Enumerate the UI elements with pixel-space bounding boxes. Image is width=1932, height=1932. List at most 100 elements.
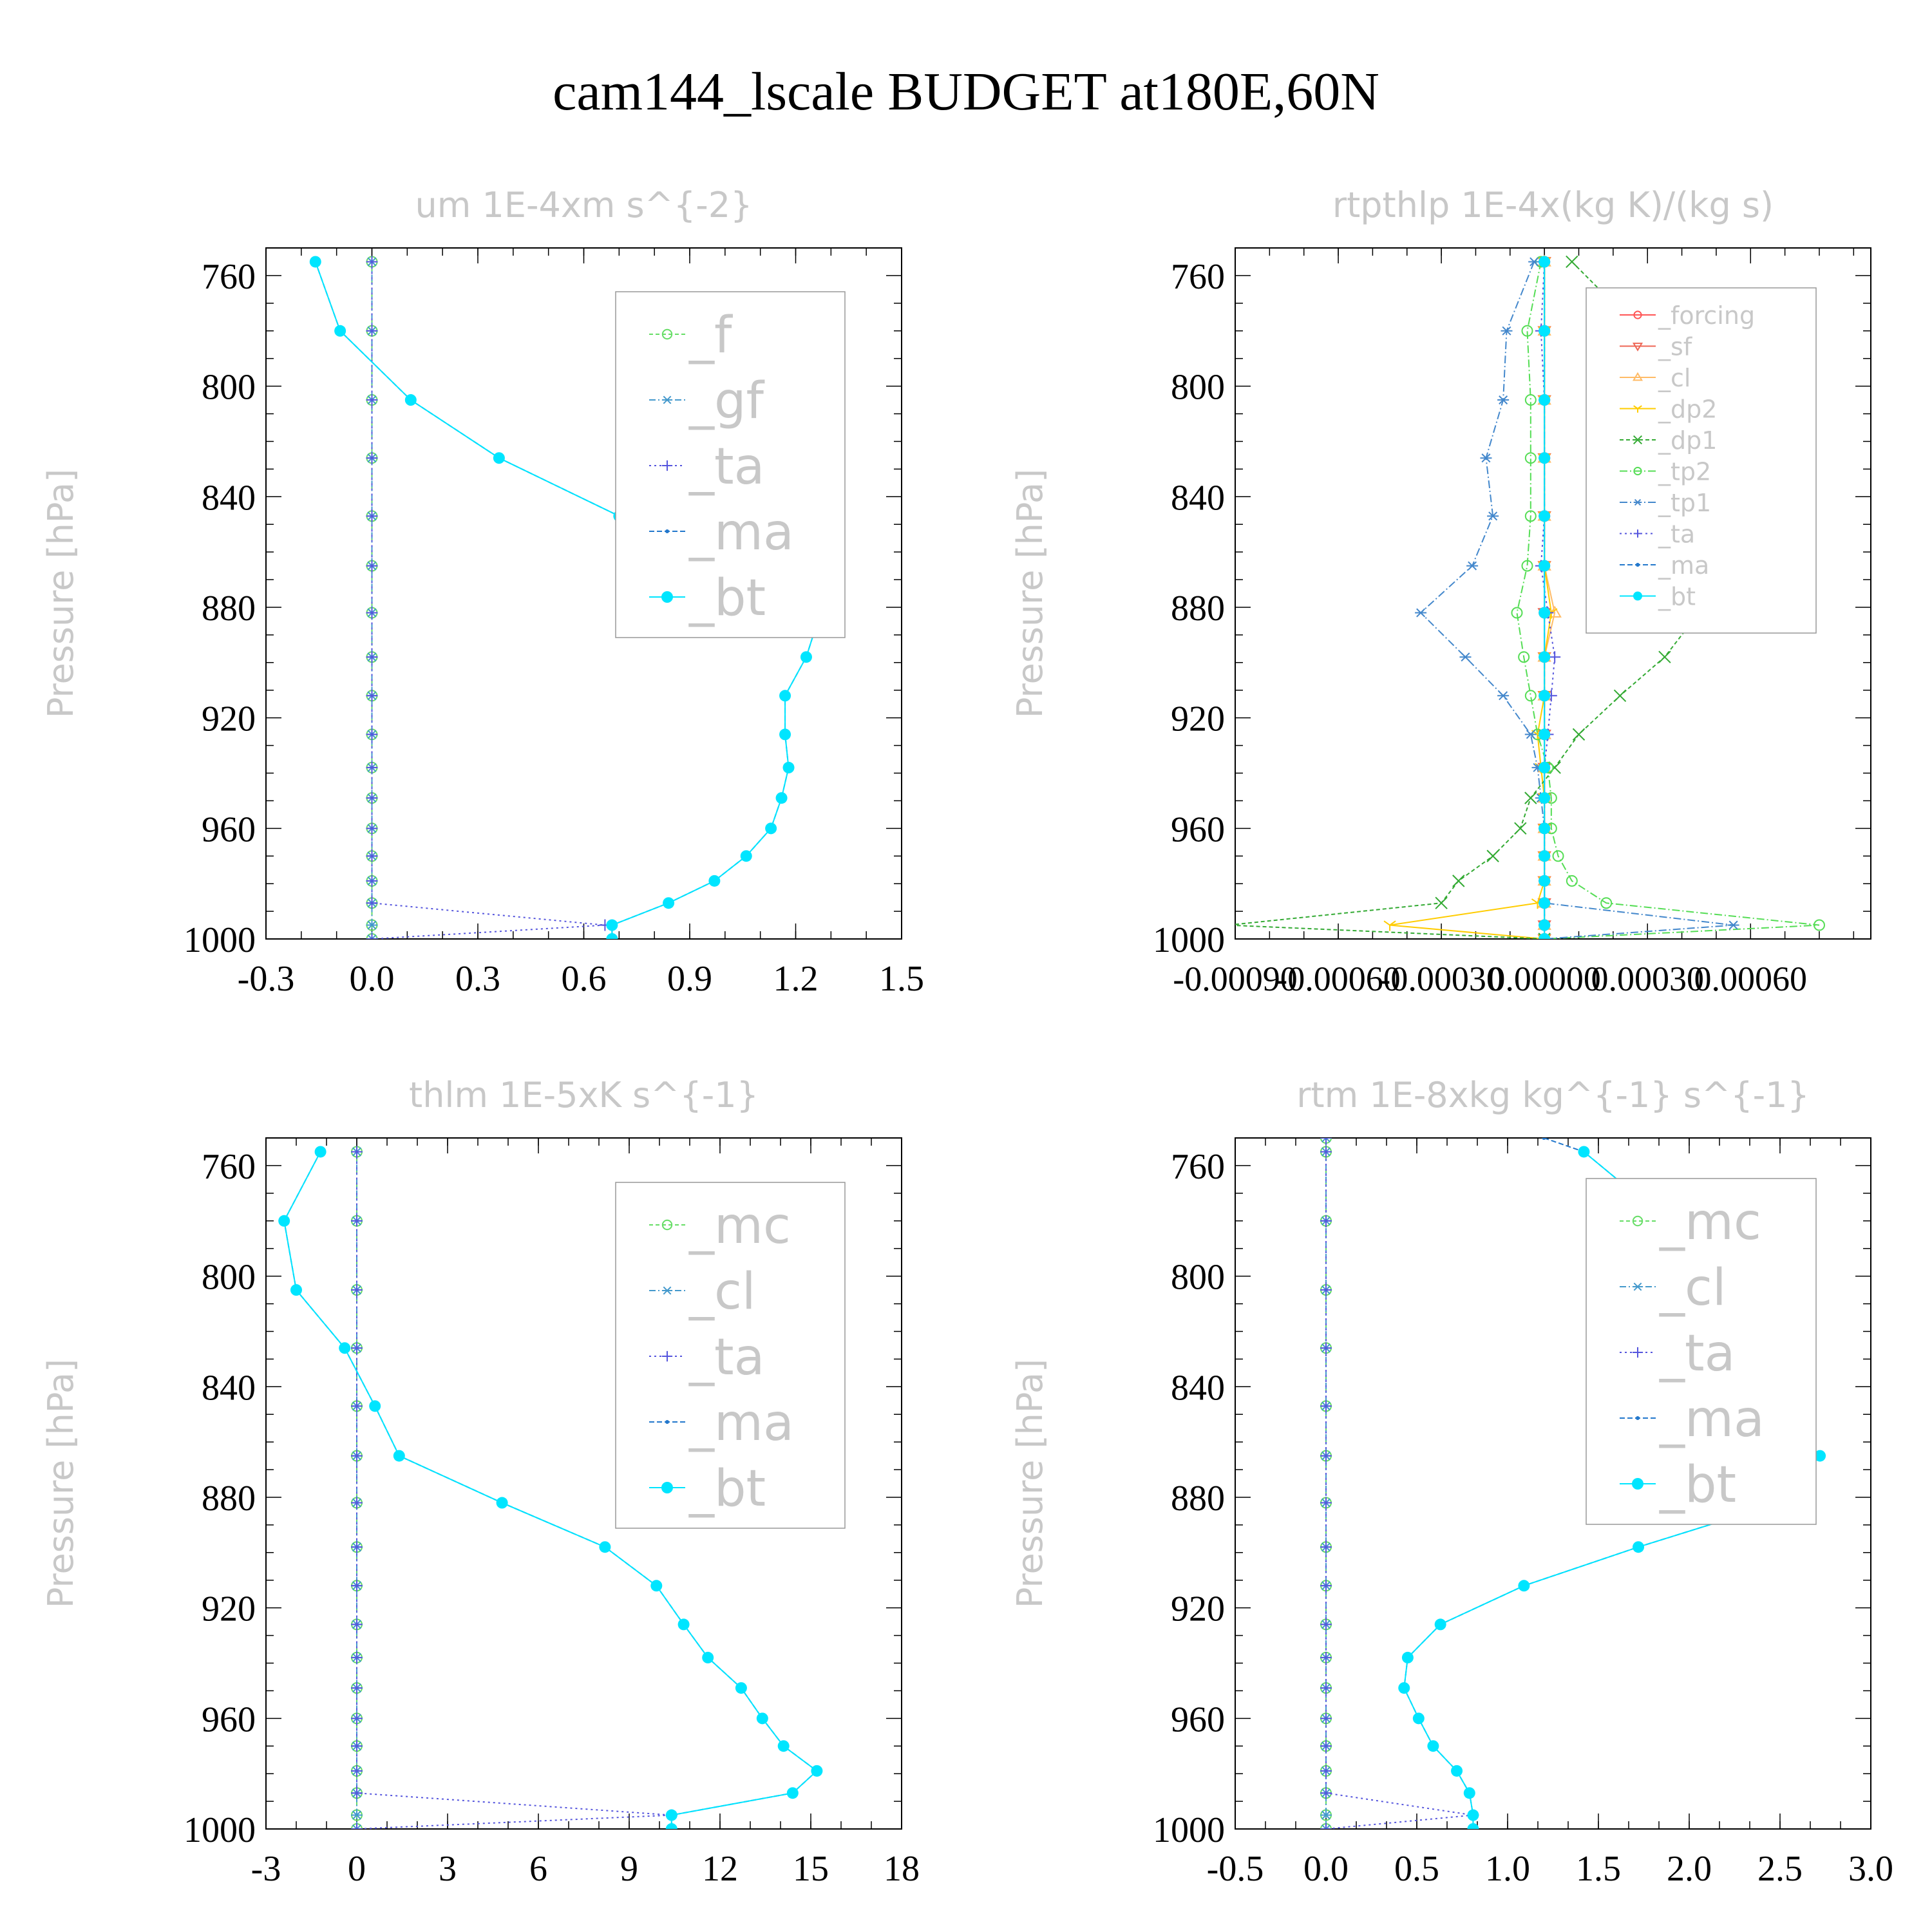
- chart-3-legend-mc-label: _mc: [688, 1197, 791, 1255]
- chart-1-legend-ta-label: _ta: [688, 438, 764, 496]
- chart-4-series-ta-point: [1320, 1400, 1332, 1412]
- chart-1-legend-bt-label: _bt: [688, 569, 766, 627]
- chart-1-series-ta-point: [366, 651, 378, 663]
- chart-3-frame: [265, 1137, 902, 1830]
- chart-2-series-ta-point: [1549, 651, 1561, 663]
- chart-1-series-bt-point: [782, 761, 795, 773]
- chart-4-xtick-label: 0.5: [1394, 1849, 1439, 1889]
- chart-3-series-ta-point: [351, 1400, 363, 1412]
- chart-2-legend-dp2-marker: [1633, 405, 1642, 413]
- chart-2-series-bt-point: [1539, 325, 1551, 337]
- chart-3-series-bt-point: [665, 1809, 677, 1821]
- chart-2-series-bt-point: [1539, 761, 1551, 773]
- chart-4-series-ta-point: [1320, 1740, 1332, 1752]
- chart-2-legend-dp1-marker: [1633, 435, 1643, 445]
- chart-2-series-dp1-point: [1613, 689, 1627, 703]
- chart-2-series-bt-point: [1539, 651, 1551, 663]
- chart-2-series-dp1-point: [1452, 875, 1465, 887]
- chart-3-legend-cl-marker: [661, 1286, 673, 1295]
- chart-1-series-ta-point: [366, 510, 378, 522]
- chart-3-xtick-label: -3: [251, 1849, 281, 1889]
- chart-1-series-bt-point: [404, 394, 417, 406]
- chart-3-legend-ma-label: _ma: [688, 1394, 794, 1452]
- chart-4-xtick-label: 2.5: [1757, 1849, 1803, 1889]
- chart-1-series-bt-point: [779, 690, 791, 702]
- chart-3-series-bt-point: [735, 1682, 747, 1694]
- chart-1-series-bt-point: [708, 875, 721, 887]
- chart-2-series-tp2-point: [1521, 325, 1533, 337]
- chart-4-series-ta-point: [1320, 1787, 1332, 1799]
- chart-3-series-ta-point: [351, 1740, 363, 1752]
- chart-3-series-bt-point: [599, 1541, 611, 1553]
- chart-3-legend-ma-marker: [665, 1420, 669, 1424]
- chart-2-series-tp2-point: [1521, 560, 1533, 572]
- chart-2-series-bt-point: [1539, 897, 1551, 909]
- chart-4-series-bt-point: [1633, 1541, 1645, 1553]
- chart-1-series-ta-point: [366, 933, 378, 939]
- chart-1-series-bt-point: [606, 933, 618, 939]
- chart-4-xtick-label: -0.5: [1207, 1849, 1264, 1889]
- chart-3-series-ta-point: [351, 1580, 363, 1592]
- chart-2-series-dp1-point: [1486, 849, 1499, 862]
- chart-1-series-ta-line: [371, 261, 605, 939]
- chart-1-plot-area: [309, 256, 826, 939]
- chart-3-xtick-label: 12: [702, 1849, 738, 1889]
- chart-2-legend-cl-label: _cl: [1658, 364, 1690, 392]
- chart-3-legend: _mc _cl _ta _ma _bt: [615, 1182, 846, 1529]
- chart-1-legend-f-label: _f: [688, 307, 733, 365]
- chart-4-series-ta-point: [1320, 1541, 1332, 1553]
- chart-4-series-ta-point: [1320, 1497, 1332, 1509]
- chart-4-legend-cl-marker: [1632, 1282, 1643, 1291]
- chart-4-ytick-label: 920: [1171, 1589, 1225, 1629]
- chart-3-ytick-label: 760: [202, 1147, 256, 1187]
- chart-4-ytick-label: 880: [1171, 1479, 1225, 1519]
- chart-1-series-ta-point: [366, 325, 378, 337]
- chart-4-legend-ta-label: _ta: [1659, 1325, 1735, 1383]
- chart-4-series-bt-point: [1398, 1682, 1410, 1694]
- chart-3-legend-mc-marker: [661, 1219, 673, 1231]
- chart-2-series-dp2-point: [1383, 920, 1396, 931]
- chart-2-series-tp1-point: [1501, 326, 1513, 336]
- chart-4-plot-area: [1320, 1138, 1826, 1829]
- chart-3-series-bt-point: [339, 1342, 351, 1354]
- chart-4-xtick-label: 3.0: [1848, 1849, 1893, 1889]
- chart-3-series-ta-point: [351, 1450, 363, 1462]
- chart-2-legend-tp1-marker: [1633, 498, 1642, 506]
- chart-3-xtick-label: 9: [620, 1849, 638, 1889]
- chart-2-series-tp2-point: [1524, 394, 1537, 406]
- chart-1-series-bt-point: [740, 850, 752, 862]
- chart-3-series-ta-point: [351, 1215, 363, 1227]
- chart-4-legend-cl-label: _cl: [1659, 1259, 1727, 1317]
- chart-2-legend-sf-marker: [1632, 343, 1643, 352]
- chart-2-series-bt-point: [1539, 822, 1551, 835]
- chart-1-series-bt-point: [334, 325, 346, 337]
- chart-2-series-bt-point: [1539, 560, 1551, 572]
- chart-4-series-bt-point: [1451, 1765, 1463, 1777]
- chart-1-series-bt-point: [775, 792, 788, 804]
- chart-2-series-tp2-point: [1524, 510, 1537, 522]
- chart-2-series-dp1-point: [1514, 822, 1527, 835]
- chart-1-ylabel: Pressure [hPa]: [41, 469, 81, 718]
- chart-2-ytick-label: 840: [1171, 478, 1225, 518]
- chart-1-legend-box: [615, 291, 846, 638]
- chart-4-series-bt-point: [1467, 1823, 1479, 1829]
- chart-2-series-tp1-point: [1487, 511, 1499, 521]
- chart-1-series-bt-point: [663, 897, 675, 909]
- chart-3-series-ta-point: [351, 1284, 363, 1296]
- chart-4-series-ta-point: [1320, 1765, 1332, 1777]
- chart-4-title: rtm 1E-8xkg kg^{-1} s^{-1}: [1296, 1075, 1810, 1115]
- chart-2-ytick-label: 920: [1171, 699, 1225, 739]
- chart-4-xtick-label: 2.0: [1667, 1849, 1712, 1889]
- chart-4-series-ta-point: [1320, 1284, 1332, 1296]
- chart-3-series-ta-point: [351, 1618, 363, 1631]
- chart-2-xtick-label: 0.00060: [1694, 960, 1808, 998]
- chart-1-series-bt-point: [606, 919, 618, 931]
- chart-1-series-ta-point: [366, 394, 378, 406]
- chart-4-legend-ta-marker: [1632, 1347, 1643, 1358]
- chart-2-legend-ma-marker: [1636, 563, 1640, 567]
- chart-2-legend-tp2-label: _tp2: [1658, 458, 1711, 486]
- chart-3-series-bt-point: [290, 1284, 302, 1296]
- chart-1-series-ta-point: [366, 850, 378, 862]
- chart-3-series-bt-point: [278, 1215, 290, 1227]
- chart-3-series-bt-point: [677, 1618, 690, 1631]
